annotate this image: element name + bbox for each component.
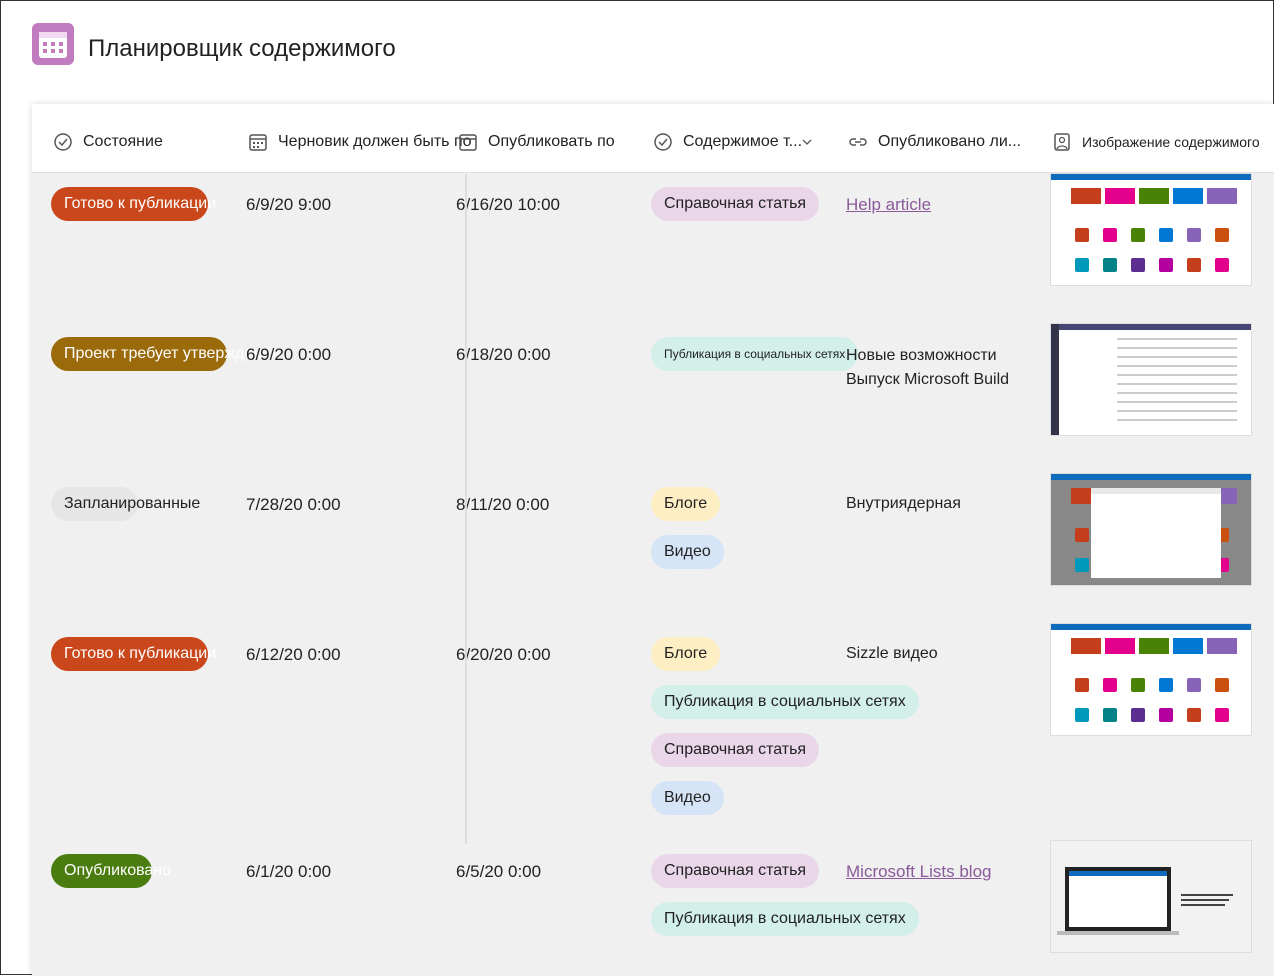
status-pill: Запланированные <box>51 487 200 521</box>
content-image[interactable] <box>1050 473 1252 586</box>
publish-date: 8/11/20 0:00 <box>456 495 550 514</box>
column-header[interactable]: Содержимое т... <box>653 132 812 152</box>
publish-date: 6/16/20 10:00 <box>456 195 560 214</box>
column-label: Опубликовать по <box>488 133 615 150</box>
table-header: Состояние Черновик должен быть по Опублико… <box>32 104 1274 173</box>
content-type-tag: Публикация в социальных сетях <box>651 685 919 719</box>
thumbnail <box>1051 624 1251 735</box>
status-pill: Опубликовано <box>51 854 171 888</box>
chevron <box>802 139 812 145</box>
column-header[interactable]: Изображение содержимого <box>1052 132 1260 152</box>
published-text: Выпуск Microsoft Build <box>846 371 1010 388</box>
column-icon <box>654 133 672 151</box>
column-header[interactable]: Состояние <box>53 132 163 152</box>
column-icon <box>459 134 477 151</box>
content-image[interactable] <box>1050 173 1252 286</box>
column-label: Опубликовано ли... <box>878 133 1022 150</box>
column-divider <box>465 174 467 844</box>
status-pill: Проект требует утверждения <box>51 337 280 371</box>
column-icon <box>849 138 867 146</box>
draft-date: 6/1/20 0:00 <box>246 862 332 881</box>
table-row[interactable]: Запланированные 7/28/20 0:00 8/11/20 0:00 Б… <box>32 473 1274 623</box>
content-type-tag: Видео <box>651 535 724 569</box>
column-header[interactable]: Опубликовать по <box>458 132 615 152</box>
content-type-tag: Блоге <box>651 637 721 671</box>
app-icon <box>32 23 74 65</box>
table-row[interactable]: Проект требует утверждения 6/9/20 0:00 6/1… <box>32 323 1274 473</box>
status-pill: Готово к публикации <box>51 637 216 671</box>
column-icon <box>1054 133 1070 151</box>
published-text: Внутриядерная <box>846 495 961 512</box>
thumbnail <box>1051 174 1251 285</box>
content-image[interactable] <box>1050 623 1252 736</box>
table-row[interactable]: Опубликовано 6/1/20 0:00 6/5/20 0:00 Справо… <box>32 840 1274 976</box>
published-link[interactable]: Help article <box>846 195 932 214</box>
content-type-tag: Публикация в социальных сетях <box>651 337 859 371</box>
content-type-tag: Справочная статья <box>651 733 820 767</box>
publish-date: 6/18/20 0:00 <box>456 345 551 364</box>
status-pill: Готово к публикации <box>51 187 216 221</box>
table-row[interactable]: Готово к публикации 6/12/20 0:00 6/20/20 0… <box>32 623 1274 840</box>
content-type-tag: Видео <box>651 781 724 815</box>
column-label: Состояние <box>83 133 163 150</box>
thumbnail <box>1051 474 1251 585</box>
content-type-tag: Справочная статья <box>651 187 820 221</box>
thumbnail <box>1051 324 1251 435</box>
column-label: Содержимое т... <box>683 133 803 150</box>
column-header[interactable]: Опубликовано ли... <box>848 132 1021 152</box>
content-image[interactable] <box>1050 323 1252 436</box>
page-title: Планировщик содержимого <box>88 35 396 62</box>
published-text: Sizzle видео <box>846 645 938 662</box>
thumbnail <box>1051 841 1251 952</box>
content-type-tag: Блоге <box>651 487 721 521</box>
column-label: Черновик должен быть по <box>278 133 472 150</box>
published-link[interactable]: Microsoft Lists blog <box>846 862 992 881</box>
content-type-tag: Справочная статья <box>651 854 820 888</box>
content-table: Состояние Черновик должен быть по Опублико… <box>32 104 1274 976</box>
draft-date: 6/9/20 9:00 <box>246 195 332 214</box>
publish-date: 6/5/20 0:00 <box>456 862 542 881</box>
published-text: Новые возможности <box>846 347 997 364</box>
draft-date: 7/28/20 0:00 <box>246 495 341 514</box>
column-icon <box>249 134 267 151</box>
table-row[interactable]: Готово к публикации 6/9/20 9:00 6/16/20 10… <box>32 173 1274 323</box>
publish-date: 6/20/20 0:00 <box>456 645 551 664</box>
draft-date: 6/9/20 0:00 <box>246 345 332 364</box>
column-label: Изображение содержимого <box>1082 134 1260 150</box>
content-type-tag: Публикация в социальных сетях <box>651 902 919 936</box>
draft-date: 6/12/20 0:00 <box>246 645 341 664</box>
content-image[interactable] <box>1050 840 1252 953</box>
column-icon <box>54 133 72 151</box>
column-header[interactable]: Черновик должен быть по <box>248 132 472 152</box>
